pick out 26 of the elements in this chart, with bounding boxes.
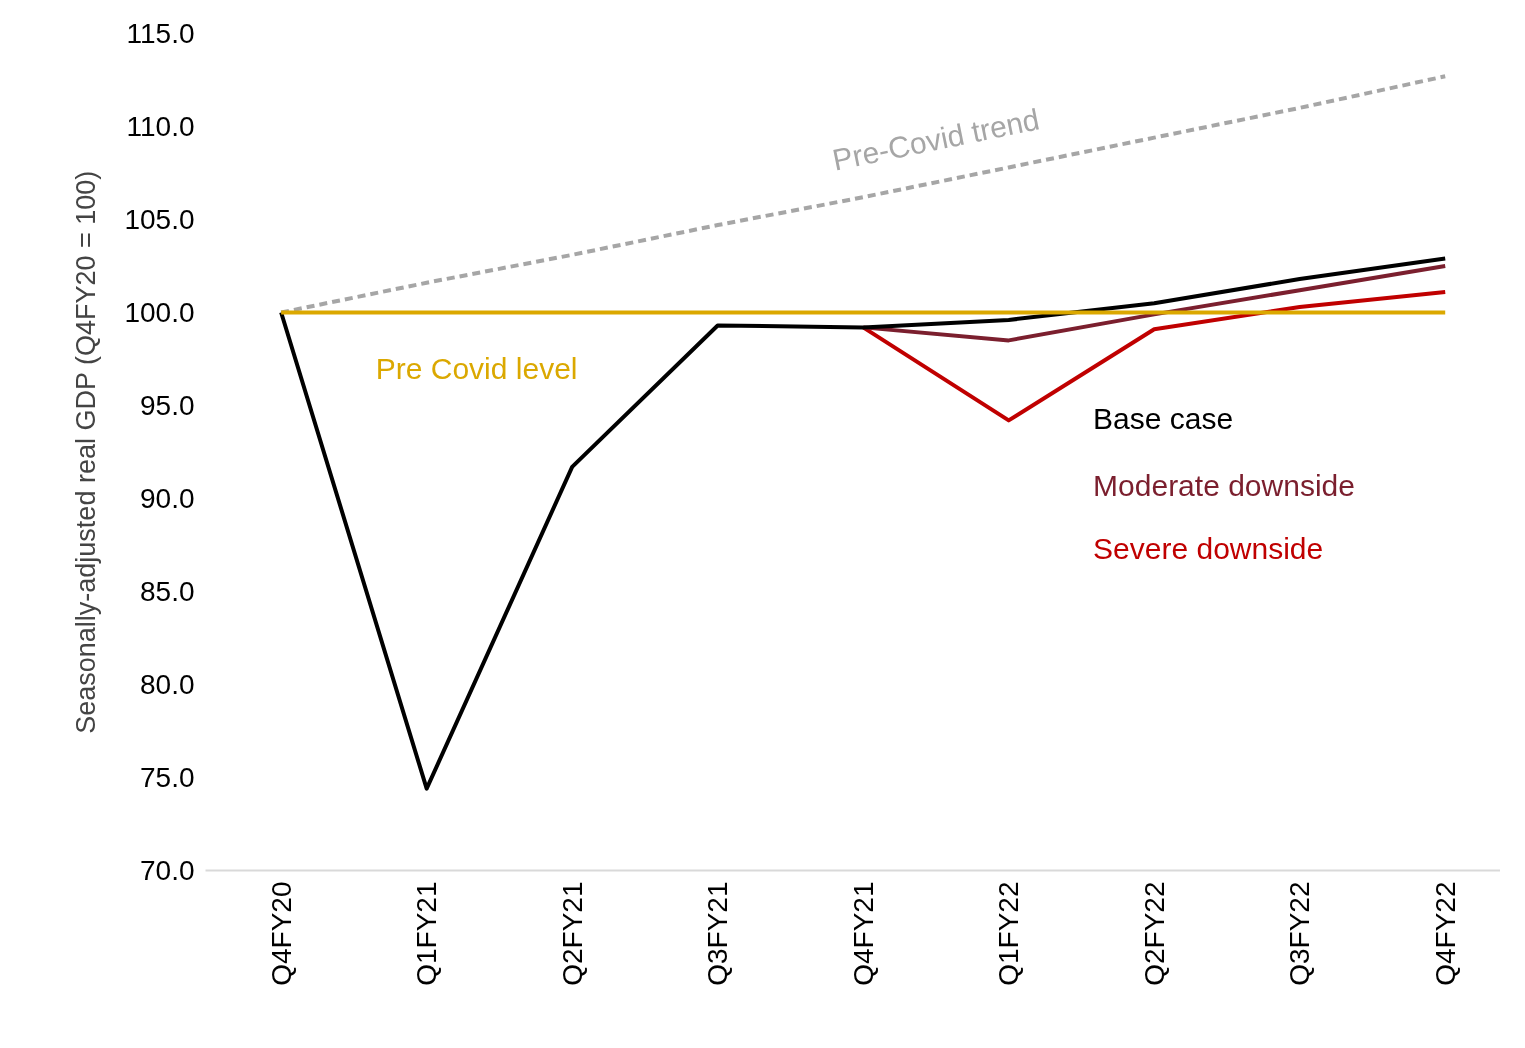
x-tick-label: Q2FY21	[556, 881, 588, 986]
y-tick-label: 80.0	[140, 669, 195, 700]
y-tick-label: 115.0	[126, 18, 195, 49]
y-tick-label: 95.0	[140, 390, 195, 421]
x-tick-label: Q3FY21	[702, 881, 734, 986]
text: Severe downside	[1093, 532, 1324, 566]
text: Pre-Covid trend	[829, 102, 1043, 177]
y-tick-label: 90.0	[140, 483, 195, 514]
x-tick-label: Q1FY21	[411, 881, 443, 986]
y-tick-label: 110.0	[126, 111, 195, 142]
series-label: Pre Covid level	[375, 351, 578, 385]
y-tick-label: 105.0	[124, 204, 195, 235]
y-tick-label: 100.0	[124, 297, 195, 328]
y-tick-label: 85.0	[140, 576, 195, 607]
text: Base case	[1093, 402, 1234, 436]
y-tick-label: 75.0	[140, 762, 195, 793]
x-tick-label: Q1FY22	[993, 881, 1025, 986]
text: Moderate downside	[1093, 468, 1355, 502]
y-axis-title: Seasonally-adjusted real GDP (Q4FY20 = 100)	[71, 170, 102, 734]
line-series	[279, 256, 1448, 791]
x-tick-label: Q3FY22	[1284, 881, 1316, 986]
x-tick-label: Q4FY20	[265, 881, 297, 986]
x-tick-label: Q4FY21	[847, 881, 879, 986]
x-tick-label: Q4FY22	[1429, 881, 1461, 986]
y-tick-label: 70.0	[140, 855, 195, 886]
x-tick-label: Q2FY22	[1138, 881, 1170, 986]
